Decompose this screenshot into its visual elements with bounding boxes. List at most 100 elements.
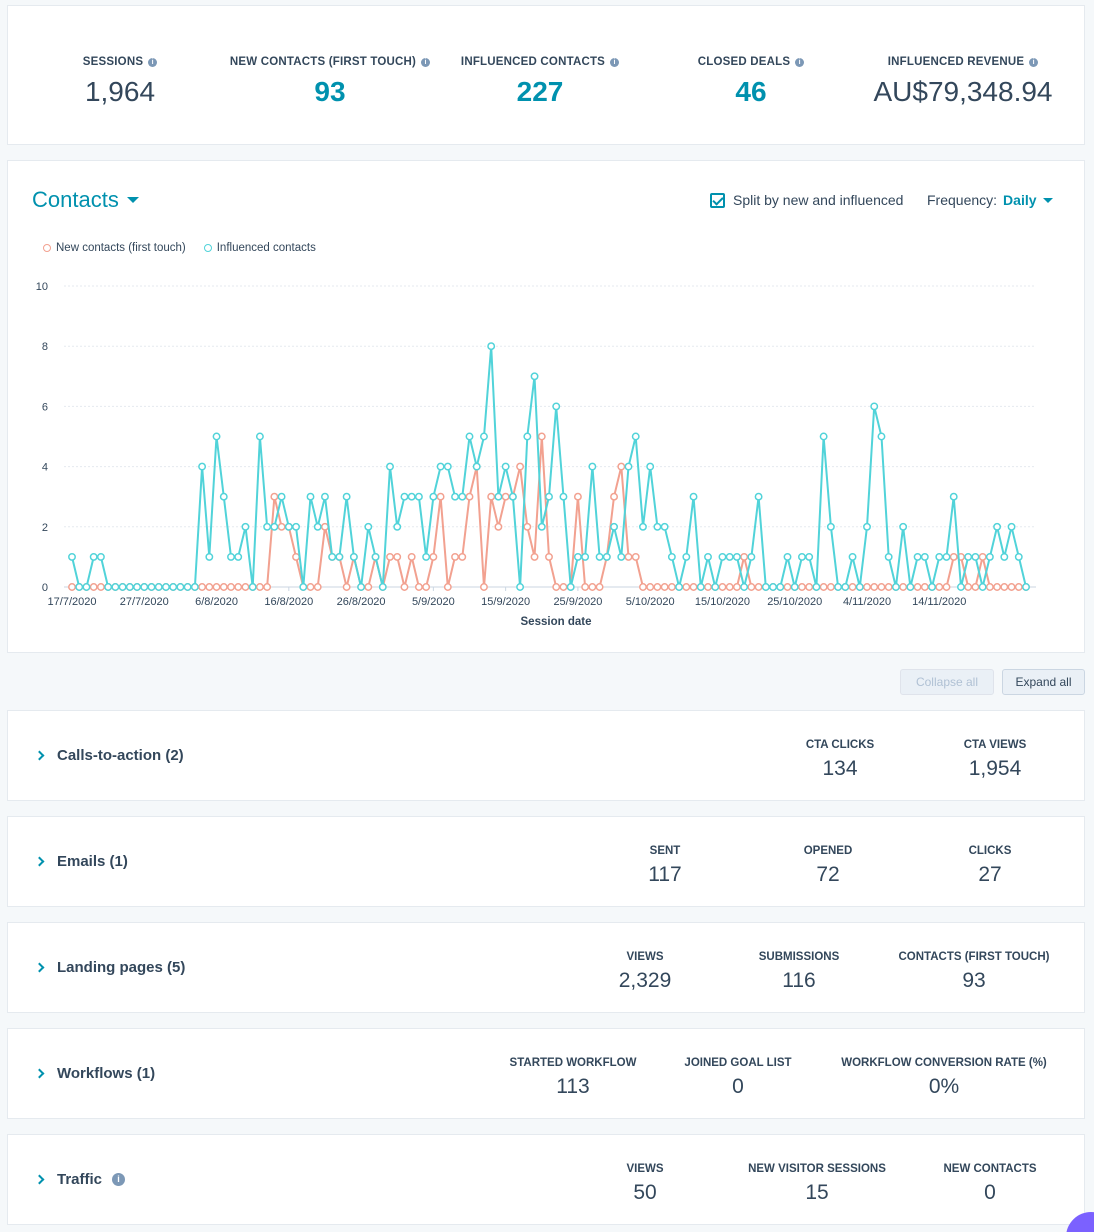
data-point[interactable] bbox=[913, 583, 922, 591]
data-point[interactable] bbox=[971, 552, 980, 561]
data-point[interactable] bbox=[935, 552, 944, 561]
data-point[interactable] bbox=[96, 552, 105, 561]
split-checkbox[interactable] bbox=[710, 192, 725, 208]
data-point[interactable] bbox=[169, 583, 178, 591]
data-point[interactable] bbox=[559, 492, 568, 501]
data-point[interactable] bbox=[704, 583, 712, 591]
data-point[interactable] bbox=[205, 583, 214, 591]
data-point[interactable] bbox=[1014, 552, 1023, 561]
data-point[interactable] bbox=[1007, 583, 1016, 591]
data-point[interactable] bbox=[725, 552, 734, 561]
data-point[interactable] bbox=[660, 522, 669, 531]
data-point[interactable] bbox=[798, 583, 806, 591]
data-point[interactable] bbox=[993, 583, 1002, 591]
data-point[interactable] bbox=[292, 552, 300, 561]
data-point[interactable] bbox=[465, 432, 474, 441]
collapse-all-button[interactable]: Collapse all bbox=[900, 669, 994, 695]
data-point[interactable] bbox=[891, 583, 900, 591]
data-point[interactable] bbox=[870, 402, 879, 411]
data-point[interactable] bbox=[277, 492, 286, 501]
data-point[interactable] bbox=[863, 583, 871, 591]
data-point[interactable] bbox=[255, 583, 264, 591]
split-toggle[interactable]: Split by new and influenced bbox=[710, 192, 903, 208]
data-point[interactable] bbox=[241, 583, 250, 591]
data-point[interactable] bbox=[848, 552, 857, 561]
data-point[interactable] bbox=[624, 462, 633, 471]
data-point[interactable] bbox=[501, 462, 510, 471]
data-point[interactable] bbox=[783, 552, 792, 561]
data-point[interactable] bbox=[920, 583, 929, 591]
data-point[interactable] bbox=[89, 552, 98, 561]
data-point[interactable] bbox=[321, 492, 329, 501]
data-point[interactable] bbox=[516, 583, 525, 591]
data-point[interactable] bbox=[487, 492, 496, 501]
data-point[interactable] bbox=[978, 583, 987, 591]
data-point[interactable] bbox=[942, 583, 951, 591]
data-point[interactable] bbox=[125, 583, 134, 591]
chart-metric-dropdown[interactable]: Contacts bbox=[32, 187, 139, 213]
data-point[interactable] bbox=[675, 583, 684, 591]
data-point[interactable] bbox=[429, 492, 438, 501]
data-point[interactable] bbox=[263, 583, 272, 591]
data-point[interactable] bbox=[588, 462, 597, 471]
data-point[interactable] bbox=[472, 462, 481, 471]
expand-all-button[interactable]: Expand all bbox=[1002, 669, 1085, 695]
data-point[interactable] bbox=[306, 583, 315, 591]
data-point[interactable] bbox=[277, 522, 286, 531]
data-point[interactable] bbox=[805, 583, 814, 591]
data-point[interactable] bbox=[906, 583, 915, 591]
data-point[interactable] bbox=[841, 583, 850, 591]
data-point[interactable] bbox=[631, 552, 640, 561]
data-point[interactable] bbox=[740, 583, 749, 591]
data-point[interactable] bbox=[393, 552, 402, 561]
data-point[interactable] bbox=[75, 583, 84, 591]
data-point[interactable] bbox=[689, 583, 698, 591]
data-point[interactable] bbox=[718, 552, 727, 561]
data-point[interactable] bbox=[682, 552, 691, 561]
data-point[interactable] bbox=[1014, 583, 1023, 591]
data-point[interactable] bbox=[198, 583, 207, 591]
data-point[interactable] bbox=[248, 583, 257, 591]
data-point[interactable] bbox=[718, 583, 727, 591]
data-point[interactable] bbox=[964, 552, 973, 561]
data-point[interactable] bbox=[501, 492, 510, 501]
info-icon[interactable]: i bbox=[1029, 57, 1039, 67]
data-point[interactable] bbox=[949, 492, 958, 501]
section-toggle[interactable]: Workflows (1) bbox=[34, 1065, 155, 1082]
info-icon[interactable]: i bbox=[421, 57, 431, 67]
data-point[interactable] bbox=[429, 552, 438, 561]
data-point[interactable] bbox=[190, 583, 199, 591]
data-point[interactable] bbox=[884, 552, 893, 561]
data-point[interactable] bbox=[545, 552, 553, 561]
section-toggle[interactable]: Traffic i bbox=[34, 1171, 126, 1188]
data-point[interactable] bbox=[725, 583, 734, 591]
data-point[interactable] bbox=[465, 492, 474, 501]
data-point[interactable] bbox=[667, 552, 676, 561]
data-point[interactable] bbox=[328, 552, 337, 561]
data-point[interactable] bbox=[913, 552, 922, 561]
data-point[interactable] bbox=[1022, 583, 1030, 591]
data-point[interactable] bbox=[646, 583, 655, 591]
data-point[interactable] bbox=[342, 492, 351, 501]
data-point[interactable] bbox=[241, 522, 250, 531]
data-point[interactable] bbox=[899, 522, 908, 531]
data-point[interactable] bbox=[573, 492, 582, 501]
data-point[interactable] bbox=[819, 583, 828, 591]
data-point[interactable] bbox=[118, 583, 127, 591]
data-point[interactable] bbox=[386, 552, 394, 561]
data-point[interactable] bbox=[176, 583, 185, 591]
data-point[interactable] bbox=[234, 552, 243, 561]
data-point[interactable] bbox=[646, 462, 655, 471]
data-point[interactable] bbox=[104, 583, 113, 591]
data-point[interactable] bbox=[364, 583, 373, 591]
data-point[interactable] bbox=[349, 552, 358, 561]
data-point[interactable] bbox=[321, 522, 329, 531]
data-point[interactable] bbox=[798, 552, 806, 561]
data-point[interactable] bbox=[516, 462, 525, 471]
data-point[interactable] bbox=[653, 583, 662, 591]
data-point[interactable] bbox=[985, 583, 994, 591]
data-point[interactable] bbox=[639, 522, 647, 531]
data-point[interactable] bbox=[96, 583, 105, 591]
data-point[interactable] bbox=[443, 462, 452, 471]
data-point[interactable] bbox=[1007, 522, 1016, 531]
